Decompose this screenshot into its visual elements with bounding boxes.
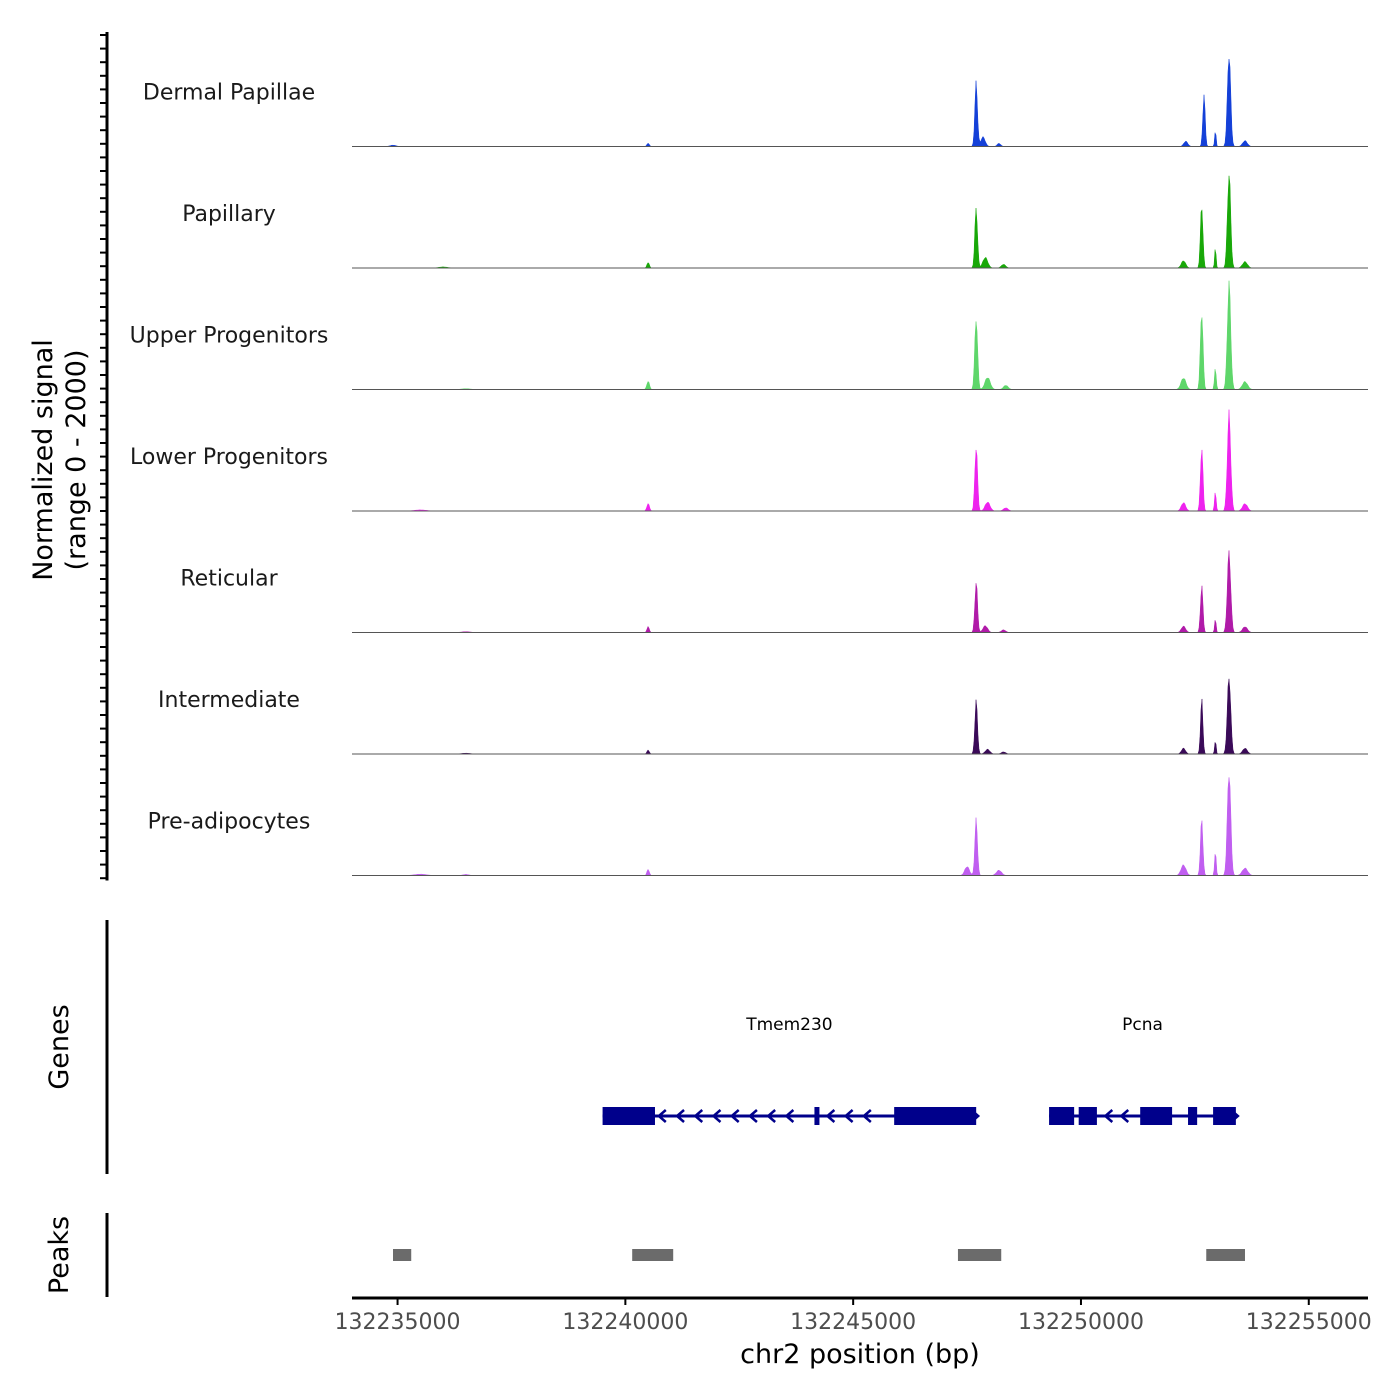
- gene-strand-arrow-tmem230: [748, 1109, 758, 1123]
- gene-strand-arrow-tmem230: [656, 1109, 667, 1123]
- x-axis-tick-label: 132250000: [1018, 1310, 1144, 1335]
- x-axis-tick-label: 132245000: [790, 1310, 916, 1335]
- track-label-lower-progenitors: Lower Progenitors: [130, 445, 328, 470]
- x-axis-tick-label: 132255000: [1246, 1310, 1372, 1335]
- gene-label-pcna: Pcna: [1122, 1015, 1163, 1035]
- gene-strand-arrow-tmem230: [711, 1109, 722, 1123]
- x-axis-title: chr2 position (bp): [740, 1339, 980, 1370]
- peaks-track: [393, 1249, 1245, 1261]
- gene-strand-arrow-tmem230: [766, 1109, 776, 1123]
- gene-end-arrow-tmem230: [969, 1108, 981, 1124]
- track-label-intermediate: Intermediate: [158, 688, 300, 713]
- x-axis: 132235000 132240000 132245000 132250000 1322…: [335, 1296, 1372, 1335]
- gene-exon-pcna: [1213, 1107, 1236, 1125]
- peaks-track-title: Peaks: [44, 1216, 75, 1294]
- gene-exon-tmem230: [602, 1107, 655, 1125]
- peak-region-3: [957, 1249, 1002, 1261]
- gene-exon-pcna: [1140, 1107, 1173, 1125]
- gene-strand-arrow-tmem230: [729, 1109, 740, 1123]
- track-label-pre-adipocytes: Pre-adipocytes: [148, 810, 311, 835]
- peak-region-4: [1206, 1249, 1245, 1261]
- x-axis-tick-label: 132240000: [562, 1310, 688, 1335]
- track-label-papillary: Papillary: [182, 202, 276, 227]
- gene-strand-arrow-tmem230: [693, 1109, 704, 1123]
- gene-exon-pcna: [1049, 1107, 1075, 1125]
- gene-strand-arrow-tmem230: [825, 1109, 836, 1123]
- signal-tracks: [352, 59, 1368, 876]
- gene-exon-tmem230: [894, 1107, 977, 1125]
- signal-y-axis: [100, 32, 109, 881]
- genes-track-title: Genes: [44, 1004, 75, 1089]
- gene-strand-arrow-pcna: [1119, 1109, 1130, 1123]
- signal-y-axis-title-line2: (range 0 - 2000): [61, 350, 92, 571]
- gene-label-tmem230: Tmem230: [745, 1015, 832, 1035]
- genes-track: Tmem230 Pcna: [602, 1015, 1240, 1125]
- gene-end-arrow-pcna: [1229, 1108, 1240, 1124]
- track-labels: Dermal Papillae Papillary Upper Progenitor…: [130, 81, 329, 835]
- gene-strand-arrow-tmem230: [675, 1109, 685, 1123]
- peak-region-1: [393, 1249, 412, 1261]
- gene-exon-pcna: [1188, 1107, 1198, 1125]
- gene-strand-arrow-tmem230: [843, 1109, 854, 1123]
- signal-y-axis-title-line1: Normalized signal: [28, 339, 59, 581]
- gene-strand-arrow-tmem230: [784, 1109, 795, 1123]
- x-axis-tick-label: 132235000: [335, 1310, 461, 1335]
- track-label-reticular: Reticular: [180, 567, 278, 592]
- gene-exon-pcna: [1078, 1107, 1097, 1125]
- track-label-dermal-papillae: Dermal Papillae: [143, 81, 315, 106]
- gene-exon-tmem230: [814, 1107, 820, 1125]
- gene-strand-arrow-pcna: [1146, 1109, 1157, 1123]
- track-label-upper-progenitors: Upper Progenitors: [130, 324, 329, 349]
- gene-strand-arrow-tmem230: [861, 1109, 872, 1123]
- peak-region-2: [632, 1249, 674, 1261]
- gene-strand-arrow-pcna: [1103, 1109, 1114, 1123]
